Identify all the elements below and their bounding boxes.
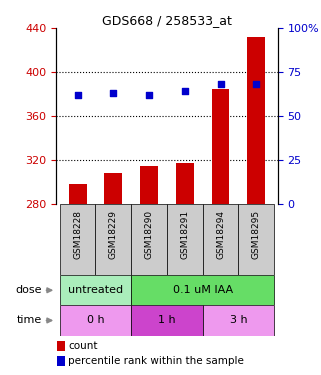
Text: GSM18291: GSM18291 (180, 210, 189, 259)
Bar (95, 204, 131, 275)
Title: GDS668 / 258533_at: GDS668 / 258533_at (102, 14, 232, 27)
Point (182, 88, 187, 94)
Text: 0 h: 0 h (87, 315, 104, 326)
Text: GSM18294: GSM18294 (216, 210, 225, 258)
Bar (131, 275, 274, 305)
Bar (140, 166, 158, 204)
Bar (60, 275, 131, 305)
Bar (239, 204, 274, 275)
Bar (57, 341, 65, 351)
Point (254, 81, 259, 87)
Text: GSM18228: GSM18228 (73, 210, 82, 258)
Text: dose: dose (15, 285, 42, 295)
Bar (247, 37, 265, 204)
Text: time: time (17, 315, 42, 326)
Text: untreated: untreated (68, 285, 123, 295)
Point (146, 92, 152, 98)
Text: 1 h: 1 h (158, 315, 176, 326)
Bar (104, 173, 122, 204)
Bar (57, 356, 65, 366)
Bar (60, 204, 95, 275)
Bar (203, 204, 239, 275)
Text: GSM18290: GSM18290 (144, 210, 153, 259)
Bar (212, 88, 230, 204)
Point (111, 90, 116, 96)
Bar (167, 204, 203, 275)
Bar (203, 305, 274, 336)
Bar (131, 305, 203, 336)
Text: count: count (68, 341, 98, 351)
Text: GSM18295: GSM18295 (252, 210, 261, 259)
Text: 3 h: 3 h (230, 315, 247, 326)
Point (75, 92, 80, 98)
Text: 0.1 uM IAA: 0.1 uM IAA (173, 285, 233, 295)
Point (218, 81, 223, 87)
Text: percentile rank within the sample: percentile rank within the sample (68, 356, 244, 366)
Bar (60, 305, 131, 336)
Bar (176, 163, 194, 204)
Bar (69, 184, 87, 204)
Text: GSM18229: GSM18229 (109, 210, 118, 258)
Bar (131, 204, 167, 275)
